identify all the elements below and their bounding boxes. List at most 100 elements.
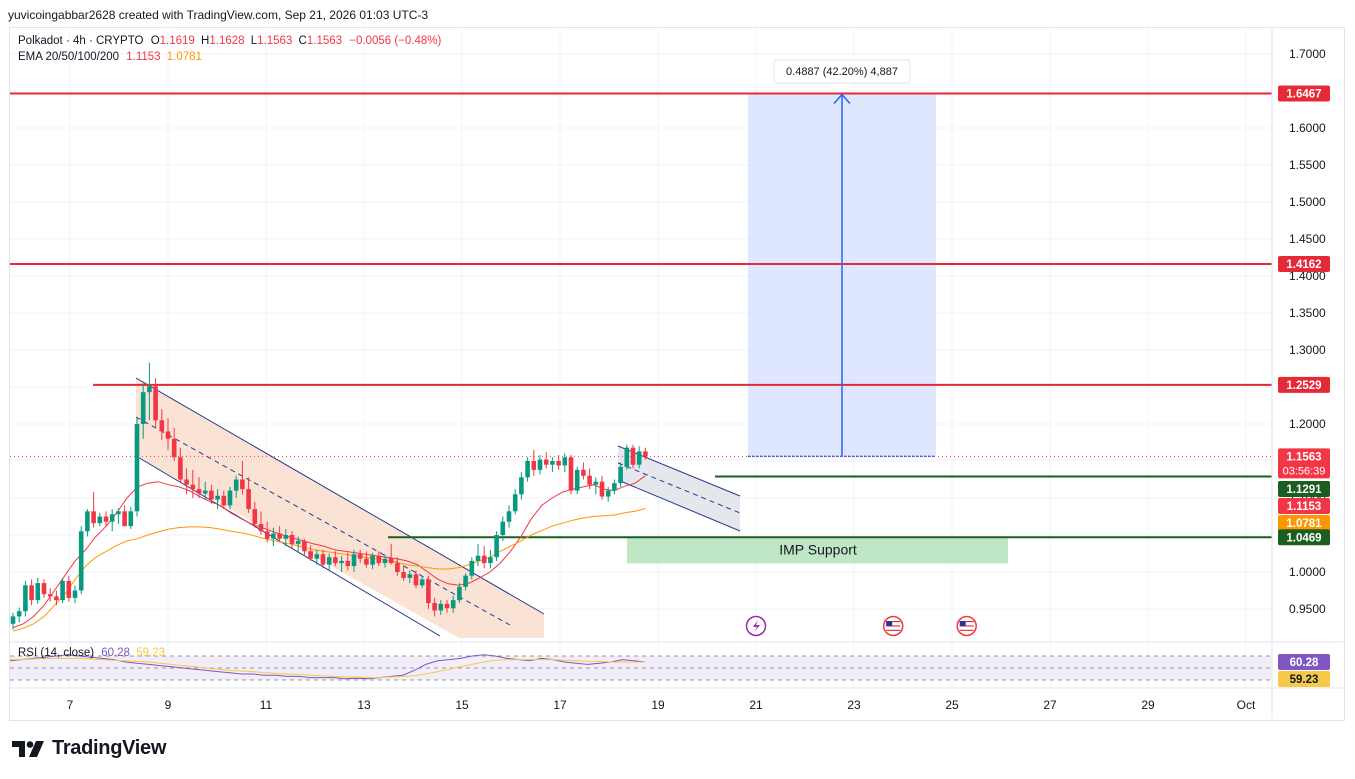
candle-body bbox=[543, 459, 549, 465]
candle-body bbox=[444, 603, 450, 609]
candle-body bbox=[426, 579, 431, 604]
us-flag-icon[interactable] bbox=[956, 615, 977, 637]
tag-support-2-text: 1.0469 bbox=[1286, 532, 1321, 544]
candle-body bbox=[308, 551, 313, 559]
tag-rsi-ma[interactable]: 59.23 bbox=[1278, 671, 1330, 687]
us-flag-icon[interactable] bbox=[882, 615, 904, 637]
candle-body bbox=[624, 447, 630, 467]
channel-fill bbox=[136, 378, 544, 638]
candle bbox=[494, 531, 499, 561]
candle bbox=[413, 570, 419, 589]
candle bbox=[543, 452, 549, 469]
candle-body bbox=[345, 560, 351, 567]
tag-resistance-1[interactable]: 1.6467 bbox=[1278, 85, 1330, 102]
rsi-legend[interactable]: RSI (14, close) 60.28 59.23 bbox=[18, 647, 165, 659]
candle bbox=[209, 484, 214, 504]
y-tick-label: 1.4500 bbox=[1289, 232, 1326, 246]
candle bbox=[271, 527, 276, 547]
candle bbox=[364, 551, 369, 568]
candle bbox=[302, 538, 307, 556]
candle bbox=[60, 577, 65, 604]
candle-body bbox=[326, 557, 332, 565]
candle bbox=[109, 509, 115, 532]
candle bbox=[97, 512, 103, 527]
candle-body bbox=[574, 469, 580, 491]
x-tick-label: 25 bbox=[945, 698, 959, 712]
y-tick-label: 1.2000 bbox=[1289, 417, 1326, 431]
candle-body bbox=[506, 511, 512, 522]
candle-body bbox=[128, 511, 134, 527]
x-tick-label: 15 bbox=[455, 698, 469, 712]
tag-resistance-2-text: 1.4162 bbox=[1286, 259, 1321, 271]
candle-body bbox=[140, 392, 146, 424]
tag-ema50-text: 1.0781 bbox=[1286, 518, 1322, 530]
open-label: O bbox=[150, 35, 160, 47]
candle bbox=[370, 552, 375, 570]
candle-body bbox=[72, 590, 78, 598]
x-tick-label: 11 bbox=[260, 698, 273, 712]
tag-support-2[interactable]: 1.0469 bbox=[1278, 529, 1330, 546]
candle bbox=[345, 552, 351, 571]
candle-body bbox=[221, 495, 227, 506]
candle-body bbox=[450, 600, 456, 609]
candle-body bbox=[364, 558, 369, 565]
candle-body bbox=[587, 475, 592, 485]
tag-support-1[interactable]: 1.1291 bbox=[1278, 481, 1330, 497]
candle bbox=[500, 516, 506, 541]
candle-body bbox=[314, 554, 320, 559]
candle bbox=[556, 455, 561, 470]
candle bbox=[165, 418, 171, 450]
tag-rsi-text: 60.28 bbox=[1290, 657, 1319, 669]
candle bbox=[444, 600, 450, 613]
candle-body bbox=[171, 438, 177, 458]
candle-body bbox=[41, 583, 47, 595]
tag-ema50[interactable]: 1.0781 bbox=[1278, 515, 1330, 531]
candle bbox=[593, 477, 599, 495]
candle bbox=[103, 511, 109, 527]
tag-last-price[interactable]: 1.1563 03:56:39 bbox=[1278, 448, 1330, 479]
candle-body bbox=[388, 558, 394, 564]
candle-body bbox=[357, 554, 363, 559]
ema-legend[interactable]: EMA 20/50/100/200 1.1153 1.0781 bbox=[18, 51, 202, 63]
tag-resistance-2[interactable]: 1.4162 bbox=[1278, 256, 1330, 273]
candle-body bbox=[537, 459, 543, 470]
dividends-icon[interactable] bbox=[745, 615, 767, 637]
candle bbox=[196, 477, 202, 498]
candle bbox=[531, 449, 537, 476]
candle-body bbox=[153, 386, 158, 421]
candle-body bbox=[556, 461, 561, 466]
candle-body bbox=[302, 540, 307, 552]
tag-rsi[interactable]: 60.28 bbox=[1278, 654, 1330, 670]
candle bbox=[581, 462, 586, 480]
candle-body bbox=[91, 511, 96, 524]
candle-body bbox=[184, 479, 189, 485]
candle-body bbox=[438, 603, 444, 611]
candle bbox=[233, 475, 239, 498]
chart-frame[interactable] bbox=[9, 27, 1345, 721]
symbol-label[interactable]: Polkadot · 4h · CRYPTO bbox=[18, 35, 144, 47]
candle bbox=[258, 511, 264, 535]
tag-resistance-3[interactable]: 1.2529 bbox=[1278, 376, 1330, 393]
candle bbox=[171, 427, 177, 461]
candle-body bbox=[159, 420, 165, 432]
candle-body bbox=[550, 461, 555, 465]
candle bbox=[457, 583, 462, 604]
candle bbox=[116, 508, 121, 524]
candle-body bbox=[413, 574, 419, 586]
candle bbox=[122, 505, 127, 527]
candle bbox=[382, 554, 388, 568]
candle-body bbox=[35, 583, 41, 601]
candle bbox=[488, 549, 493, 569]
tag-ema20[interactable]: 1.1153 bbox=[1278, 498, 1330, 514]
candle-body bbox=[401, 572, 406, 578]
candle bbox=[78, 526, 84, 595]
candle-body bbox=[85, 511, 90, 532]
candle-body bbox=[264, 531, 270, 539]
open-value: 1.1619 bbox=[159, 35, 195, 47]
support-zone[interactable] bbox=[627, 537, 1008, 564]
candle-body bbox=[190, 484, 196, 490]
candle-body bbox=[97, 516, 103, 524]
candle bbox=[401, 566, 406, 581]
y-tick-label: 1.7000 bbox=[1289, 47, 1326, 61]
